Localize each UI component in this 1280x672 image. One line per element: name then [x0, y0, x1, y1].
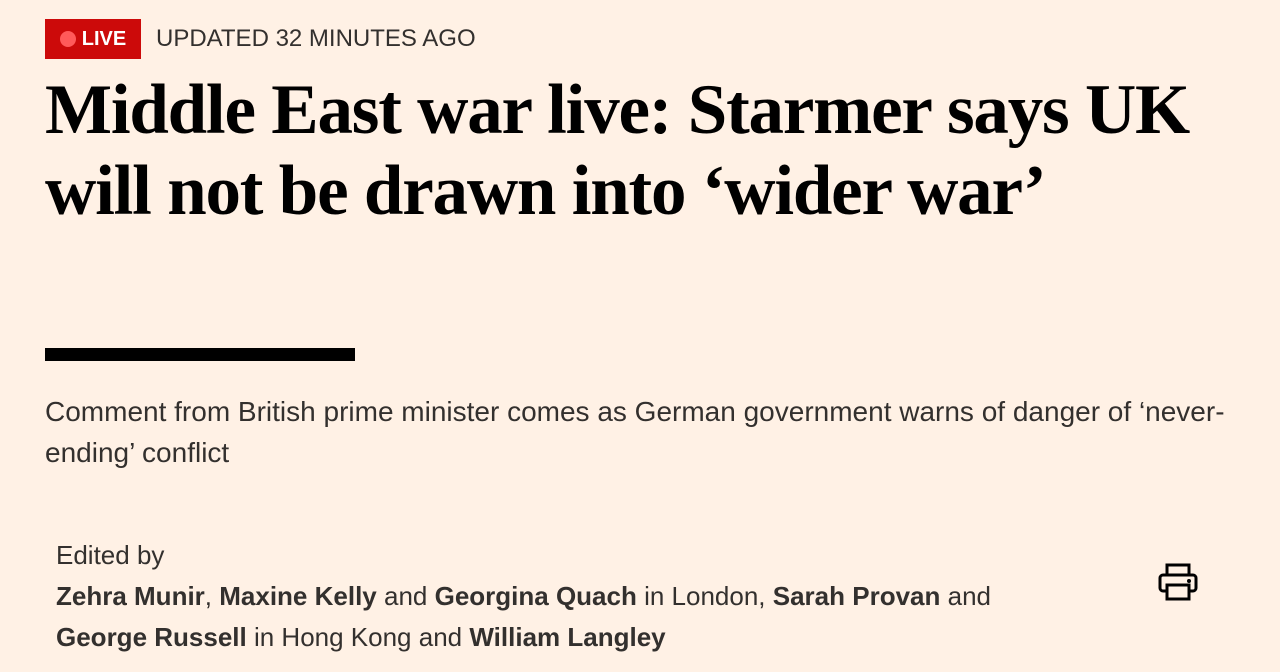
authors: Zehra Munir, Maxine Kelly and Georgina Q…	[56, 576, 1016, 658]
author-name[interactable]: Maxine Kelly	[219, 581, 377, 611]
byline: Edited by Zehra Munir, Maxine Kelly and …	[56, 535, 1016, 658]
updated-time: UPDATED 32 MINUTES AGO	[156, 25, 476, 52]
standfirst: Comment from British prime minister come…	[45, 396, 1225, 468]
live-label: LIVE	[81, 27, 127, 50]
print-button[interactable]	[1157, 563, 1199, 603]
rule	[45, 348, 355, 361]
byline-text: and	[940, 581, 999, 611]
byline-text: in Hong Kong and	[246, 622, 470, 652]
author-name[interactable]: Georgina Quach	[434, 581, 637, 611]
author-name[interactable]: Sarah Provan	[772, 581, 941, 611]
byline-text: in London,	[636, 581, 773, 611]
author-name[interactable]: Zehra Munir	[56, 581, 205, 611]
byline-text: ,	[204, 581, 220, 611]
headline: Middle East war live: Starmer says UK wi…	[45, 71, 1190, 230]
live-badge: LIVE	[45, 19, 141, 59]
author-name[interactable]: George Russell	[56, 622, 247, 652]
byline-text: and	[376, 581, 435, 611]
author-name[interactable]: William Langley	[469, 622, 666, 652]
byline-label: Edited by	[56, 540, 165, 570]
top-bar: LIVE UPDATED 32 MINUTES AGO	[45, 19, 476, 59]
